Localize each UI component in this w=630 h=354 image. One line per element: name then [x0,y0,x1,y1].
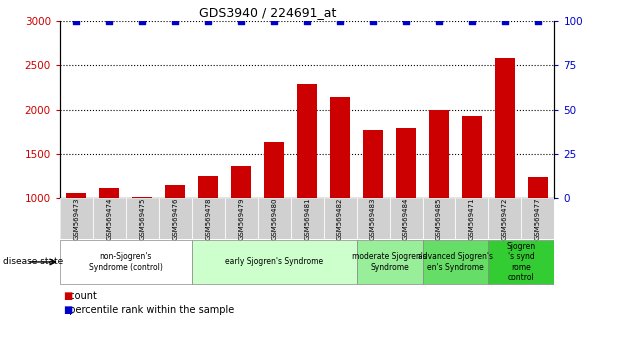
Bar [60,198,93,239]
Text: GSM569477: GSM569477 [535,197,541,240]
Bar [528,177,548,198]
Bar [258,198,290,239]
Text: advanced Sjogren's
en's Syndrome: advanced Sjogren's en's Syndrome [418,252,493,272]
Bar [198,176,218,198]
Point [434,18,444,24]
Bar [225,198,258,239]
Point [105,18,115,24]
Bar [165,185,185,198]
Text: GSM569483: GSM569483 [370,197,376,240]
Bar [297,84,317,198]
Text: GSM569475: GSM569475 [139,198,146,240]
Point [236,18,246,24]
Bar [231,166,251,198]
Bar [357,198,389,239]
Text: early Sjogren's Syndrome: early Sjogren's Syndrome [225,257,323,267]
Text: GSM569480: GSM569480 [271,197,277,240]
Bar [264,142,284,198]
Bar [159,198,192,239]
Text: GSM569479: GSM569479 [238,197,244,240]
Point [170,18,180,24]
Point [71,18,81,24]
Bar [324,198,357,239]
Text: GSM569476: GSM569476 [172,197,178,240]
Text: GSM569485: GSM569485 [436,198,442,240]
Point [467,18,477,24]
Text: GSM569482: GSM569482 [337,198,343,240]
Point [533,18,543,24]
Text: ■: ■ [63,291,72,301]
Point [401,18,411,24]
Bar [389,198,423,239]
Text: percentile rank within the sample: percentile rank within the sample [63,305,234,315]
Bar [290,198,324,239]
Text: GSM569471: GSM569471 [469,197,475,240]
Point [368,18,378,24]
Text: moderate Sjogren's
Syndrome: moderate Sjogren's Syndrome [352,252,427,272]
Bar [423,240,488,284]
Text: GSM569472: GSM569472 [502,198,508,240]
Bar [66,193,86,198]
Bar [495,57,515,198]
Bar [429,110,449,198]
Bar [126,198,159,239]
Bar [93,198,126,239]
Point [500,18,510,24]
Text: disease state: disease state [3,257,64,267]
Point [269,18,279,24]
Title: GDS3940 / 224691_at: GDS3940 / 224691_at [199,6,336,19]
Bar [462,116,482,198]
Bar [455,198,488,239]
Bar [396,129,416,198]
Bar [192,198,225,239]
Text: GSM569481: GSM569481 [304,197,310,240]
Bar [488,240,554,284]
Text: ■: ■ [63,305,72,315]
Bar [60,240,192,284]
Point [203,18,213,24]
Bar [423,198,455,239]
Text: GSM569478: GSM569478 [205,197,211,240]
Bar [100,188,119,198]
Bar [488,198,522,239]
Text: non-Sjogren's
Syndrome (control): non-Sjogren's Syndrome (control) [89,252,163,272]
Point [137,18,147,24]
Text: count: count [63,291,97,301]
Text: GSM569473: GSM569473 [73,197,79,240]
Bar [357,240,423,284]
Bar [363,130,383,198]
Text: GSM569484: GSM569484 [403,198,409,240]
Bar [330,97,350,198]
Point [335,18,345,24]
Bar [192,240,357,284]
Bar [522,198,554,239]
Text: Sjogren
's synd
rome
control: Sjogren 's synd rome control [507,242,536,282]
Point [302,18,312,24]
Text: GSM569474: GSM569474 [106,198,112,240]
